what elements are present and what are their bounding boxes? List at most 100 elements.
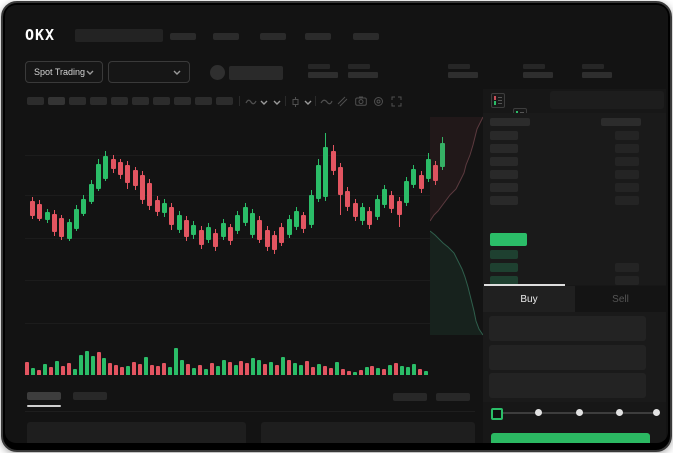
- timeframe-button[interactable]: [174, 97, 191, 105]
- marker-chevron-icon[interactable]: [273, 100, 281, 105]
- ask-price-placeholder[interactable]: [490, 196, 518, 205]
- candle: [331, 115, 336, 337]
- candle-body: [133, 170, 138, 186]
- pair-name-placeholder[interactable]: [229, 66, 283, 80]
- nav-item-placeholder[interactable]: [213, 33, 239, 40]
- chevron-down-icon: [173, 70, 181, 75]
- timeframe-button[interactable]: [153, 97, 170, 105]
- volume-bar: [54, 361, 59, 375]
- candle-style-icon[interactable]: [291, 97, 300, 107]
- nav-item-placeholder[interactable]: [353, 33, 379, 40]
- bid-price-placeholder[interactable]: [490, 276, 518, 285]
- ask-price-placeholder[interactable]: [490, 183, 518, 192]
- chevron-down-icon[interactable]: [304, 100, 312, 105]
- percent-slider-track[interactable]: [491, 408, 660, 420]
- candle: [309, 115, 314, 337]
- candle-body: [419, 175, 424, 189]
- volume-bar: [227, 362, 232, 375]
- volume-bar: [114, 365, 119, 375]
- candle-body: [382, 189, 387, 205]
- ask-price-placeholder[interactable]: [490, 144, 518, 153]
- candle: [147, 115, 152, 337]
- candle-body: [287, 219, 292, 235]
- slider-step-dot[interactable]: [535, 409, 542, 416]
- candle: [375, 115, 380, 337]
- volume-bar: [144, 357, 149, 375]
- market-type-dropdown[interactable]: Spot Trading: [25, 61, 103, 83]
- timeframe-button[interactable]: [69, 97, 86, 105]
- timeframe-button[interactable]: [216, 97, 233, 105]
- volume-bar: [197, 365, 202, 375]
- nav-item-placeholder[interactable]: [170, 33, 196, 40]
- candle-body: [397, 201, 402, 215]
- settings-gear-icon[interactable]: [373, 96, 384, 107]
- slider-handle[interactable]: [491, 408, 503, 420]
- timeframe-button[interactable]: [111, 97, 128, 105]
- volume-bar: [66, 363, 71, 375]
- volume-bar: [424, 371, 428, 375]
- candle-body: [74, 209, 79, 229]
- pair-dropdown[interactable]: [108, 61, 190, 83]
- amount-input[interactable]: [489, 345, 646, 370]
- candle: [118, 115, 123, 337]
- nav-search-placeholder[interactable]: [75, 29, 163, 42]
- tab-sell[interactable]: Sell: [575, 286, 666, 312]
- volume-bar: [173, 348, 178, 375]
- volume-bar: [388, 365, 393, 375]
- candle: [133, 115, 138, 337]
- volume-bar: [179, 360, 184, 375]
- candle: [191, 115, 196, 337]
- timeframe-button[interactable]: [27, 97, 44, 105]
- candle-body: [118, 162, 123, 175]
- slider-step-dot[interactable]: [653, 409, 660, 416]
- volume-bar: [346, 371, 351, 375]
- tab-buy[interactable]: Buy: [483, 286, 575, 312]
- bottom-action-placeholder[interactable]: [436, 393, 470, 401]
- timeframe-button[interactable]: [132, 97, 149, 105]
- volume-bar: [406, 367, 411, 375]
- nav-item-placeholder[interactable]: [260, 33, 286, 40]
- candle-body: [257, 220, 262, 240]
- bid-price-placeholder[interactable]: [490, 263, 518, 272]
- volume-bar: [72, 369, 77, 375]
- buy-submit-button[interactable]: [491, 433, 650, 443]
- candlestick-chart[interactable]: [25, 115, 445, 337]
- candle: [213, 115, 218, 337]
- bottom-action-placeholder[interactable]: [393, 393, 427, 401]
- volume-bar: [209, 363, 214, 375]
- draw-lines-icon[interactable]: [337, 96, 348, 107]
- bottom-tab[interactable]: [73, 392, 107, 400]
- timeframe-button[interactable]: [195, 97, 212, 105]
- volume-bar: [245, 363, 250, 375]
- candle-body: [140, 175, 145, 200]
- nav-item-placeholder[interactable]: [305, 33, 331, 40]
- price-input[interactable]: [489, 316, 646, 341]
- fullscreen-icon[interactable]: [391, 96, 402, 107]
- candle: [221, 115, 226, 337]
- candle-body: [272, 235, 277, 250]
- ask-price-placeholder[interactable]: [490, 131, 518, 140]
- bottom-tab-active[interactable]: [27, 392, 61, 400]
- ask-price-placeholder[interactable]: [490, 170, 518, 179]
- book-combined-icon[interactable]: [491, 93, 505, 108]
- slider-step-dot[interactable]: [576, 409, 583, 416]
- last-price-badge[interactable]: [490, 233, 527, 246]
- camera-icon[interactable]: [355, 96, 367, 106]
- timeframe-button[interactable]: [48, 97, 65, 105]
- timeframe-button[interactable]: [90, 97, 107, 105]
- volume-bar: [340, 369, 345, 375]
- chevron-down-icon[interactable]: [260, 100, 268, 105]
- volume-bar: [96, 352, 101, 375]
- divider: [25, 411, 475, 412]
- bottom-panel-right[interactable]: [261, 422, 475, 443]
- slider-step-dot[interactable]: [616, 409, 623, 416]
- ask-amount-placeholder: [615, 144, 639, 153]
- indicator-wave-icon[interactable]: [245, 97, 258, 106]
- candle-body: [177, 215, 182, 230]
- bid-price-placeholder[interactable]: [490, 250, 518, 259]
- ask-price-placeholder[interactable]: [490, 157, 518, 166]
- compare-wave-icon[interactable]: [320, 98, 333, 106]
- bottom-panel-left[interactable]: [27, 422, 246, 443]
- total-input[interactable]: [489, 373, 646, 398]
- candle-body: [243, 207, 248, 223]
